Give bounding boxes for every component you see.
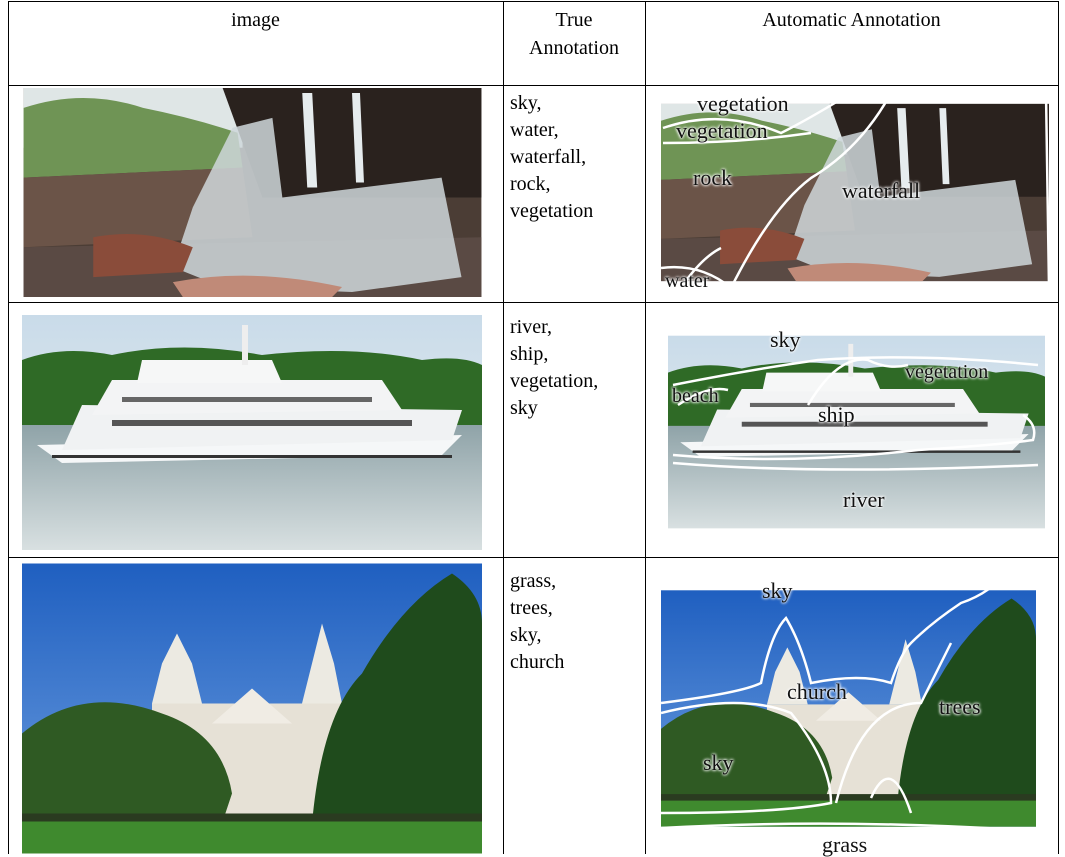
auto-label: sky (770, 327, 801, 352)
auto-label: grass (822, 832, 868, 857)
table-border (1058, 1, 1059, 854)
header-cell: image (231, 9, 280, 31)
auto-label: sky (703, 750, 734, 775)
annotation-item: sky, (510, 92, 542, 114)
auto-label: church (787, 679, 847, 704)
auto-label: sky (762, 578, 793, 603)
table-border (8, 1, 1059, 2)
annotation-item: trees, (510, 597, 553, 619)
image-waterfall (23, 88, 482, 297)
annotation-item: waterfall, (510, 146, 587, 168)
annotation-item: sky, (510, 624, 542, 646)
header-cell: True Annotation (529, 9, 619, 59)
table-border (8, 85, 1059, 86)
table-border (645, 1, 646, 854)
auto-label: beach (672, 385, 719, 407)
auto-label: vegetation (697, 91, 789, 116)
annotation-item: church (510, 651, 565, 673)
annotation-item: water, (510, 119, 559, 141)
auto-label: river (843, 487, 885, 512)
auto-label: ship (818, 402, 855, 427)
table-border (8, 302, 1059, 303)
true-annotation: river, ship, vegetation, sky (510, 314, 598, 422)
header-cell: Automatic Annotation (762, 9, 941, 31)
auto-label: rock (693, 165, 733, 190)
auto-label: trees (939, 694, 981, 719)
annotation-item: ship, (510, 343, 549, 365)
true-annotation: grass, trees, sky, church (510, 568, 564, 676)
true-annotation: sky, water, waterfall, rock, vegetation (510, 90, 593, 225)
image-church (22, 563, 482, 854)
annotated-image-ship (668, 335, 1045, 529)
table-border (8, 1, 9, 854)
auto-label: vegetation (676, 118, 768, 143)
annotation-item: sky (510, 397, 538, 419)
table-border (503, 1, 504, 854)
annotation-item: rock, (510, 173, 551, 195)
auto-label: water (665, 270, 710, 292)
annotation-item: river, (510, 316, 552, 338)
auto-label: waterfall (842, 178, 921, 203)
auto-label: vegetation (905, 361, 989, 383)
image-ship (22, 315, 482, 550)
annotation-item: grass, (510, 570, 557, 592)
annotated-image-waterfall (661, 91, 1049, 295)
table-border (8, 557, 1059, 558)
annotated-image-church (661, 567, 1036, 833)
annotation-item: vegetation (510, 200, 594, 222)
annotation-item: vegetation, (510, 370, 599, 392)
